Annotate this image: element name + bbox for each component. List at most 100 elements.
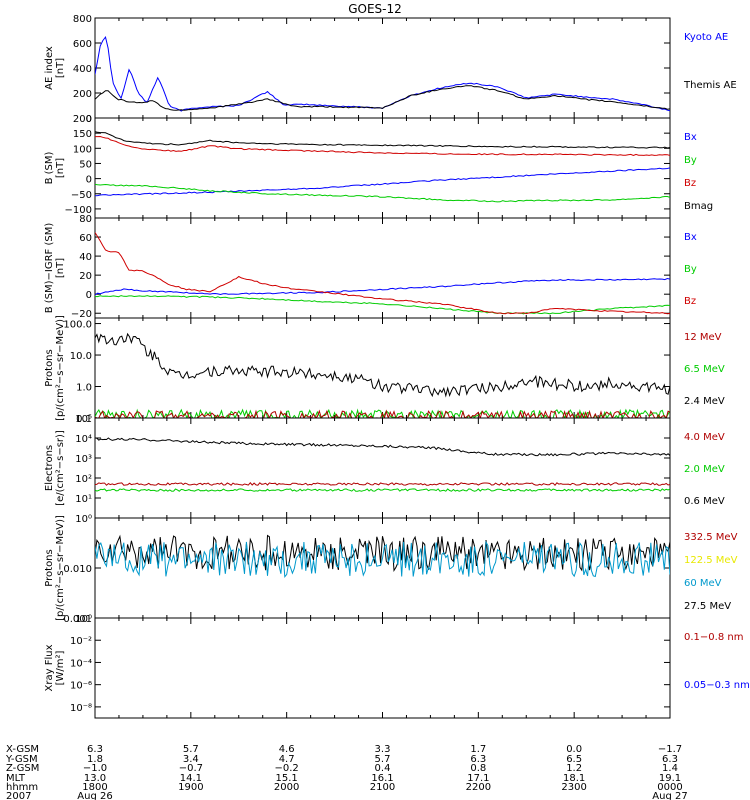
y-axis-label-line: [e/(cm²−s−sr)]	[55, 430, 66, 506]
series-line-themis-ae	[95, 85, 670, 111]
legend-label: 2.0 MeV	[684, 464, 725, 475]
y-axis-label: Electrons[e/(cm²−s−sr)]	[44, 430, 66, 506]
x-axis-value: 6.3	[470, 754, 486, 765]
x-axis-value: 3.3	[375, 744, 391, 755]
series-line-bx	[95, 277, 670, 296]
y-axis-label-line: [p/(cm²−s−sr−MeV)]	[55, 315, 66, 421]
x-axis-value: 5.7	[183, 744, 199, 755]
x-row-label: Y-GSM	[5, 754, 38, 765]
y-axis-label-line: [nT]	[55, 258, 66, 278]
y-axis-label-line: Xray Flux	[44, 644, 55, 691]
x-axis-value: 0.0	[566, 744, 582, 755]
legend-label: 0.6 MeV	[684, 496, 725, 507]
y-tick-label: 200	[73, 114, 92, 125]
x-axis-value: 17.1	[467, 773, 489, 784]
series-line-0-6-mev	[95, 437, 670, 457]
x-axis-value: 1.8	[87, 754, 103, 765]
x-axis-value: 1.7	[470, 744, 486, 755]
legend-label: 6.5 MeV	[684, 364, 725, 375]
y-tick-label: 10⁵	[75, 414, 92, 425]
y-axis-label-line: B (SM)	[44, 151, 55, 184]
legend-label: 60 MeV	[684, 578, 722, 589]
x-axis-value: 1.2	[566, 763, 582, 774]
y-axis-label-line: Protons	[44, 549, 55, 586]
legend-label: 27.5 MeV	[684, 601, 731, 612]
y-axis-label-line: AE index	[44, 46, 55, 90]
y-axis-label: Xray Flux[W/m²]	[44, 644, 66, 691]
y-tick-label: 10⁰	[75, 514, 92, 525]
x-axis-value: 0.8	[470, 763, 486, 774]
y-axis-label-line: [W/m²]	[55, 650, 66, 685]
y-tick-label: 600	[73, 39, 92, 50]
y-tick-label: 10⁻²	[70, 636, 92, 647]
legend-label: Bx	[684, 232, 697, 243]
y-axis-label-line: B (SM)−IGRF (SM)	[44, 223, 55, 314]
y-axis-label: B (SM)−IGRF (SM)[nT]	[44, 223, 66, 314]
x-axis-value: −1.7	[658, 744, 682, 755]
x-axis-value: 1800	[82, 782, 107, 793]
y-tick-label: 10⁴	[75, 434, 92, 445]
y-tick-label: 100.0	[63, 320, 92, 331]
panel-frame	[94, 617, 671, 719]
y-tick-label: 40	[79, 252, 92, 263]
x-axis-value: 19.1	[659, 773, 681, 784]
x-axis-value: 6.3	[87, 744, 103, 755]
panel-frame	[94, 417, 671, 519]
y-tick-label: 20	[79, 271, 92, 282]
x-axis-value: 0.4	[375, 763, 391, 774]
panel-frame	[94, 317, 671, 419]
x-axis-value: 5.7	[375, 754, 391, 765]
series-line-12-mev	[95, 409, 670, 418]
x-axis-value: 15.1	[276, 773, 298, 784]
y-tick-label: 10³	[75, 454, 92, 465]
y-axis-label-line: [nT]	[55, 158, 66, 178]
plot-title: GOES-12	[348, 2, 402, 16]
panel-3: 80 60 40 20 0 −20 B (SM)−IGRF (SM)[nT] Bx By Bz	[44, 214, 697, 320]
legend-label: By	[684, 264, 697, 275]
series-line-6-5-mev	[95, 408, 670, 418]
y-tick-label: 100	[73, 144, 92, 155]
panel-frame	[94, 17, 671, 119]
y-tick-label: 0	[86, 290, 92, 301]
y-axis-label: Protons[p/(cm²−s−sr−MeV)]	[44, 515, 66, 621]
legend-label: 12 MeV	[684, 332, 722, 343]
legend-label: 0.1−0.8 nm	[684, 632, 743, 643]
series-line-by	[95, 183, 670, 203]
y-tick-label: 60	[79, 233, 92, 244]
panel-2: 200 150 100 50 0 −50 −100 B (SM)[nT] Bx By Bz Bmag	[44, 114, 713, 219]
y-axis-label-line: [nT]	[55, 58, 66, 78]
x-axis-value: 6.3	[662, 754, 678, 765]
y-tick-label: 0	[86, 175, 92, 186]
legend-label: Bmag	[684, 201, 713, 212]
x-axis-value: 13.0	[84, 773, 106, 784]
y-tick-label: 0.1	[76, 414, 92, 425]
x-axis-value: 0000	[657, 782, 682, 793]
series-line-60-mev	[95, 540, 670, 578]
legend-label: Bx	[684, 132, 697, 143]
series-line-2-4-mev	[95, 332, 670, 398]
series-line-kyoto-ae	[95, 35, 670, 112]
legend-label: Themis AE	[683, 80, 737, 91]
x-axis-value: 4.6	[279, 744, 295, 755]
legend-label: 0.05−0.3 nm	[684, 680, 750, 691]
x-axis-value: 16.1	[371, 773, 393, 784]
legend-label: Bz	[684, 296, 696, 307]
y-tick-label: 10⁻⁶	[70, 681, 92, 692]
y-tick-label: 10²	[75, 474, 92, 485]
x-row-label: MLT	[6, 773, 26, 784]
x-axis-value: −0.2	[274, 763, 298, 774]
x-axis-value: 2100	[370, 782, 395, 793]
x-axis-value: 4.7	[279, 754, 295, 765]
series-line-by	[95, 295, 670, 315]
legend-label: Bz	[684, 178, 696, 189]
x-axis-value: 1.4	[662, 763, 678, 774]
panel-frame	[94, 117, 671, 219]
x-axis-value: 2200	[466, 782, 491, 793]
x-axis-value: 6.5	[566, 754, 582, 765]
y-tick-label: 10⁻⁸	[70, 703, 92, 714]
y-tick-label: 0.001	[63, 614, 92, 625]
x-row-label: Z-GSM	[6, 763, 39, 774]
y-tick-label: −100	[65, 205, 92, 216]
x-axis-value: 3.4	[183, 754, 199, 765]
